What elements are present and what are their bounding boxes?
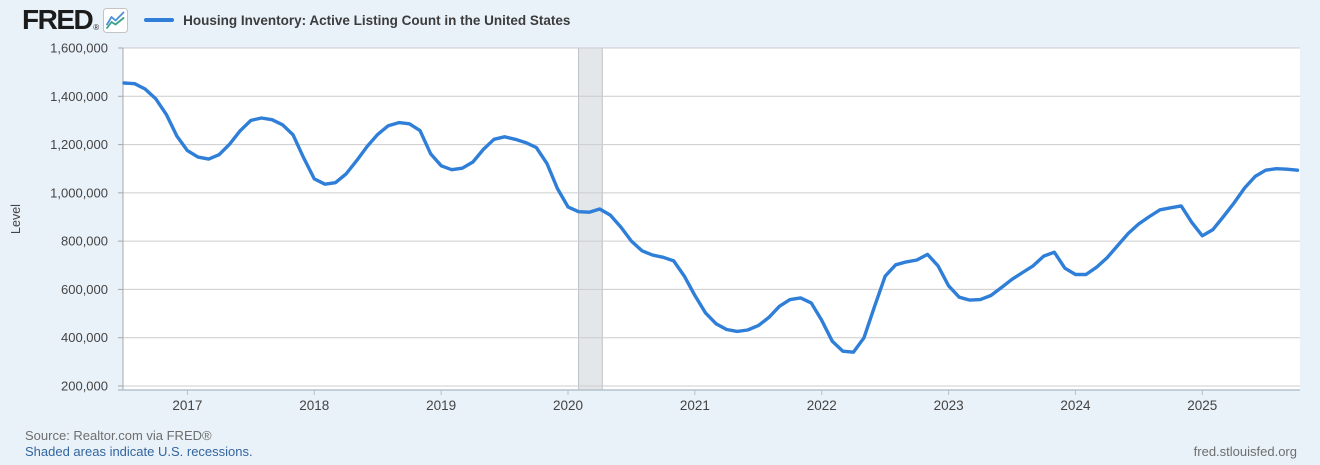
- x-tick-label: 2023: [934, 398, 964, 413]
- x-tick-label: 2020: [553, 398, 583, 413]
- y-tick-label: 400,000: [61, 330, 108, 345]
- x-tick-label: 2019: [426, 398, 456, 413]
- legend-line-swatch: [144, 18, 175, 22]
- y-axis-title: Level: [9, 204, 23, 234]
- chart-title: Housing Inventory: Active Listing Count …: [183, 12, 571, 28]
- x-tick-label: 2021: [680, 398, 710, 413]
- source-text: Source: Realtor.com via FRED®: [25, 428, 212, 443]
- y-tick-label: 1,000,000: [50, 185, 108, 200]
- fred-logo[interactable]: FRED ®: [22, 4, 129, 35]
- x-tick-label: 2018: [299, 398, 329, 413]
- y-tick-label: 1,600,000: [50, 41, 108, 56]
- registered-trademark: ®: [93, 23, 100, 32]
- x-tick-label: 2017: [172, 398, 202, 413]
- data-series-line: [122, 81, 1300, 354]
- fred-sparkline-icon: [103, 8, 129, 33]
- recession-band: [578, 47, 603, 391]
- y-tick-label: 800,000: [61, 234, 108, 249]
- legend-item[interactable]: Housing Inventory: Active Listing Count …: [144, 13, 570, 28]
- y-tick-label: 200,000: [61, 379, 108, 394]
- y-tick-label: 600,000: [61, 282, 108, 297]
- chart-header: FRED ® Housing Inventory: Active Listing…: [22, 5, 570, 35]
- x-tick-label: 2022: [807, 398, 837, 413]
- x-tick-label: 2024: [1060, 398, 1091, 413]
- y-tick-label: 1,200,000: [50, 137, 108, 152]
- plot-area: [123, 48, 1300, 390]
- y-tick-label: 1,400,000: [50, 89, 108, 104]
- recession-note-link[interactable]: Shaded areas indicate U.S. recessions.: [25, 444, 253, 459]
- x-tick-label: 2025: [1187, 398, 1217, 413]
- fred-logo-text: FRED: [22, 4, 94, 35]
- fred-site-link[interactable]: fred.stlouisfed.org: [1193, 444, 1297, 459]
